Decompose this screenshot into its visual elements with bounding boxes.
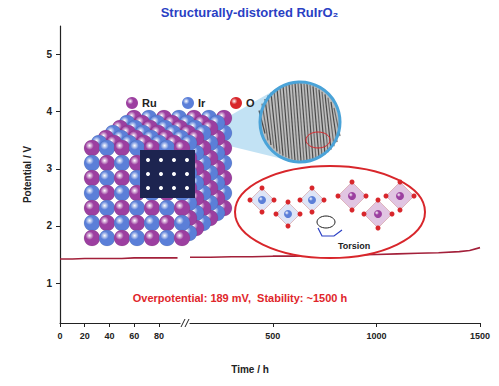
svg-text:0: 0: [57, 331, 62, 341]
svg-text:20: 20: [80, 331, 90, 341]
svg-text:O: O: [246, 97, 255, 109]
svg-text:Time / h: Time / h: [231, 364, 269, 375]
svg-text:Torsion: Torsion: [338, 241, 370, 251]
svg-text:Ru: Ru: [142, 97, 157, 109]
svg-text:Ir: Ir: [198, 97, 206, 109]
svg-text:80: 80: [154, 331, 164, 341]
svg-text:60: 60: [129, 331, 139, 341]
svg-text:1000: 1000: [366, 331, 386, 341]
svg-text:500: 500: [265, 331, 280, 341]
svg-text:40: 40: [104, 331, 114, 341]
svg-text:2: 2: [46, 220, 52, 231]
svg-text:5: 5: [46, 49, 52, 60]
svg-text:1: 1: [46, 278, 52, 289]
svg-text:3: 3: [46, 163, 52, 174]
svg-text:Structurally-distorted RuIrO₂: Structurally-distorted RuIrO₂: [161, 5, 339, 20]
svg-text:1500: 1500: [470, 331, 490, 341]
svg-text:Overpotential: 189 mV, Stabil: Overpotential: 189 mV, Stability: ~1500 …: [133, 292, 348, 304]
svg-text:Potential / V: Potential / V: [22, 146, 33, 204]
svg-text:4: 4: [46, 106, 52, 117]
